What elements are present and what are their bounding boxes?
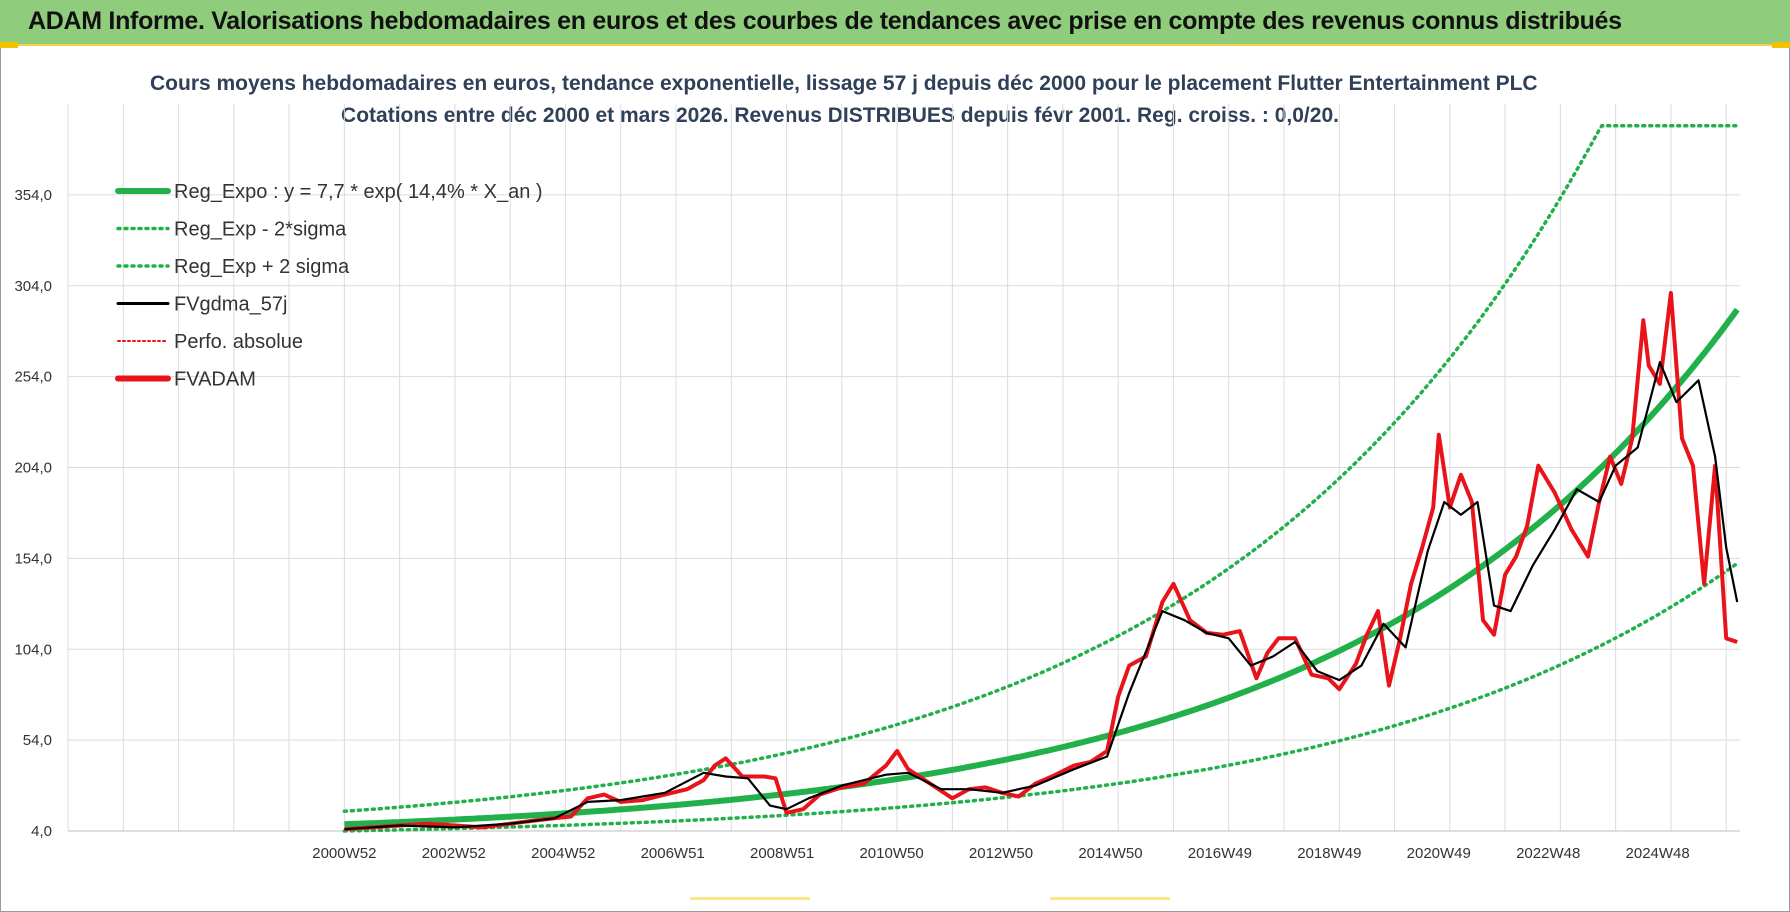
fvadam-line [344, 291, 1738, 832]
x-tick-label: 2020W49 [1407, 845, 1471, 862]
bottom-mark-1 [690, 897, 810, 900]
y-tick-label: 154,0 [14, 550, 52, 567]
legend-label: Perfo. absolue [174, 331, 303, 353]
chart-title-line-2: Cotations entre déc 2000 et mars 2026. R… [341, 104, 1339, 127]
reg-exp-plus-2sigma-line [342, 124, 1739, 814]
x-tick-label: 2006W51 [641, 845, 705, 862]
reg-expo-line [344, 307, 1740, 828]
chart-series [342, 124, 1740, 833]
y-axis-ticks: 4,0 54,0 104,0 154,0 204,0 254,0 304,0 354,0 [14, 187, 52, 840]
corner-mark-left [0, 42, 18, 48]
y-tick-label: 304,0 [14, 278, 52, 295]
report-banner: ADAM Informe. Valorisations hebdomadaire… [0, 0, 1790, 46]
bottom-mark-2 [1050, 897, 1170, 900]
x-axis-ticks: 2000W52 2002W52 2004W52 2006W51 2008W51 2010W… [312, 845, 1689, 862]
chart-grid [67, 104, 1740, 832]
chart-legend: Reg_Expo : y = 7,7 * exp( 14,4% * X_an )… [115, 181, 543, 391]
x-tick-label: 2012W50 [969, 845, 1033, 862]
y-tick-label: 104,0 [14, 641, 52, 658]
corner-mark-right [1772, 42, 1790, 48]
legend-label: Reg_Expo : y = 7,7 * exp( 14,4% * X_an ) [174, 181, 543, 203]
legend-label: Reg_Exp + 2 sigma [174, 256, 350, 278]
perfo-absolue-line [344, 292, 1738, 830]
x-tick-label: 2016W49 [1188, 845, 1252, 862]
y-tick-label: 204,0 [14, 460, 52, 477]
legend-label: Reg_Exp - 2*sigma [174, 219, 347, 241]
y-tick-label: 54,0 [23, 732, 52, 749]
x-tick-label: 2002W52 [422, 845, 486, 862]
x-tick-label: 2000W52 [312, 845, 376, 862]
report-banner-title: ADAM Informe. Valorisations hebdomadaire… [28, 7, 1622, 35]
reg-exp-minus-2sigma-line [342, 561, 1739, 833]
chart-title-line-1: Cours moyens hebdomadaires en euros, ten… [150, 72, 1538, 95]
x-tick-label: 2018W49 [1297, 845, 1361, 862]
y-tick-label: 4,0 [31, 823, 52, 840]
x-tick-label: 2022W48 [1516, 845, 1580, 862]
x-tick-label: 2024W48 [1626, 845, 1690, 862]
y-tick-label: 254,0 [14, 369, 52, 386]
y-tick-label: 354,0 [14, 187, 52, 204]
fvgdma-57j-line [344, 361, 1739, 831]
x-tick-label: 2008W51 [750, 845, 814, 862]
legend-label: FVADAM [174, 369, 256, 391]
legend-label: FVgdma_57j [174, 294, 287, 316]
x-tick-label: 2004W52 [531, 845, 595, 862]
x-tick-label: 2014W50 [1078, 845, 1142, 862]
x-tick-label: 2010W50 [859, 845, 923, 862]
